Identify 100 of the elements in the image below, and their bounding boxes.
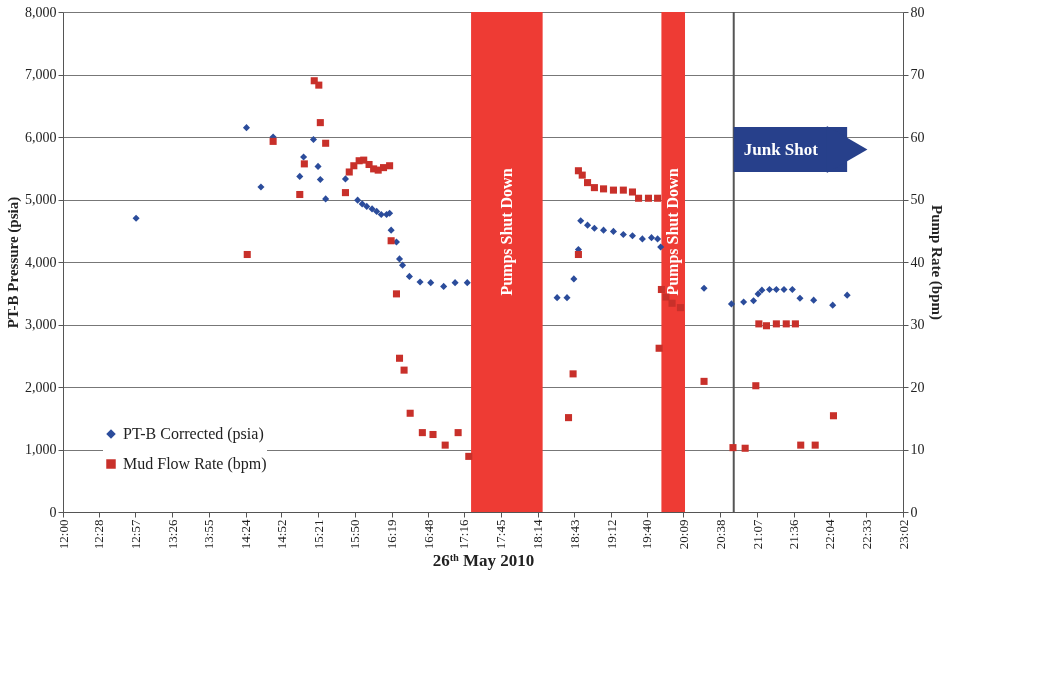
point (322, 195, 330, 203)
y2-tick-label: 0 (910, 504, 918, 520)
point (772, 320, 780, 328)
y2-tick-label: 20 (910, 379, 925, 395)
point (553, 294, 561, 302)
y-tick-label: 3,000 (25, 317, 57, 332)
point (577, 217, 585, 225)
point (363, 202, 371, 210)
point (655, 344, 663, 352)
point (360, 156, 368, 164)
x-tick-label: 20:38 (712, 519, 728, 550)
x-tick-label: 12:00 (55, 519, 71, 550)
point (354, 196, 362, 204)
point (440, 282, 448, 290)
y-tick-label: 1,000 (25, 442, 57, 457)
point (654, 235, 662, 243)
point (429, 430, 437, 439)
point (570, 275, 578, 283)
x-tick-label: 18:43 (566, 519, 582, 550)
x-tick-label: 14:52 (273, 519, 289, 550)
point (574, 250, 582, 259)
point (314, 162, 322, 170)
x-tick-label: 23:02 (895, 519, 911, 550)
point (600, 185, 608, 193)
point (418, 429, 426, 437)
point (700, 284, 708, 292)
y2-tick-label: 40 (910, 254, 925, 270)
point (441, 441, 449, 449)
y-axis-title: PT-B Pressure (psia) (5, 196, 22, 329)
point (600, 226, 608, 234)
y2-tick-label: 50 (910, 192, 925, 207)
point (316, 119, 324, 127)
y-tick-label: 8,000 (25, 4, 57, 20)
x-tick-label: 21:36 (786, 519, 802, 550)
x-tick-label: 14:24 (238, 519, 254, 550)
point (358, 200, 366, 208)
point (242, 124, 251, 132)
point (406, 409, 414, 417)
legend-label: Mud Flow Rate (bpm) (123, 455, 267, 473)
point (740, 298, 748, 306)
point (729, 444, 737, 452)
point (427, 279, 435, 287)
x-tick-label: 19:40 (639, 519, 655, 550)
y2-tick-label: 80 (910, 4, 925, 20)
point (269, 137, 277, 145)
point (796, 294, 804, 302)
point (395, 255, 404, 263)
point (463, 279, 471, 287)
x-tick-label: 16:48 (420, 519, 436, 550)
point (619, 230, 627, 239)
point (619, 186, 627, 194)
y-tick-label: 7,000 (25, 67, 57, 82)
point (727, 300, 735, 308)
y2-tick-label: 30 (910, 317, 925, 332)
point (782, 320, 790, 328)
band-label: Pumps Shut Down (497, 168, 516, 296)
point (405, 272, 413, 280)
y-tick-label: 4,000 (25, 254, 57, 270)
point (754, 290, 762, 298)
point (399, 261, 407, 269)
point (811, 441, 819, 449)
point (386, 162, 394, 170)
x-tick-label: 19:12 (603, 519, 619, 550)
x-tick-label: 17:16 (456, 519, 472, 550)
x-tick-label: 22:04 (821, 519, 837, 550)
point (647, 234, 656, 242)
x-tick-label: 12:28 (91, 519, 107, 550)
point (765, 285, 774, 294)
x-tick-label: 13:55 (201, 519, 217, 550)
point (644, 194, 652, 202)
point (638, 235, 646, 243)
y2-tick-label: 70 (910, 67, 925, 82)
x-tick-label: 18:14 (530, 519, 546, 550)
point (315, 81, 323, 89)
x-tick-label: 17:45 (493, 519, 509, 550)
point (300, 160, 308, 168)
point (387, 226, 395, 234)
point (257, 183, 265, 191)
x-tick-label: 12:57 (127, 519, 143, 550)
point (350, 162, 358, 170)
point (810, 296, 818, 304)
point (400, 366, 408, 374)
point (662, 293, 670, 301)
point (791, 320, 799, 328)
point (300, 153, 308, 161)
x-tick-label: 20:09 (675, 519, 691, 550)
x-tick-label: 15:50 (347, 519, 363, 550)
point (843, 291, 851, 299)
x-tick-label: 22:33 (858, 519, 874, 550)
point (749, 297, 758, 305)
point (628, 232, 637, 240)
point (668, 299, 676, 307)
point (296, 190, 304, 199)
point (465, 452, 473, 460)
band-label: Pumps Shut Down (664, 168, 683, 296)
point (341, 175, 349, 183)
point (392, 290, 400, 298)
point (341, 189, 349, 197)
point (829, 301, 837, 309)
y2-tick-label: 60 (910, 129, 925, 145)
